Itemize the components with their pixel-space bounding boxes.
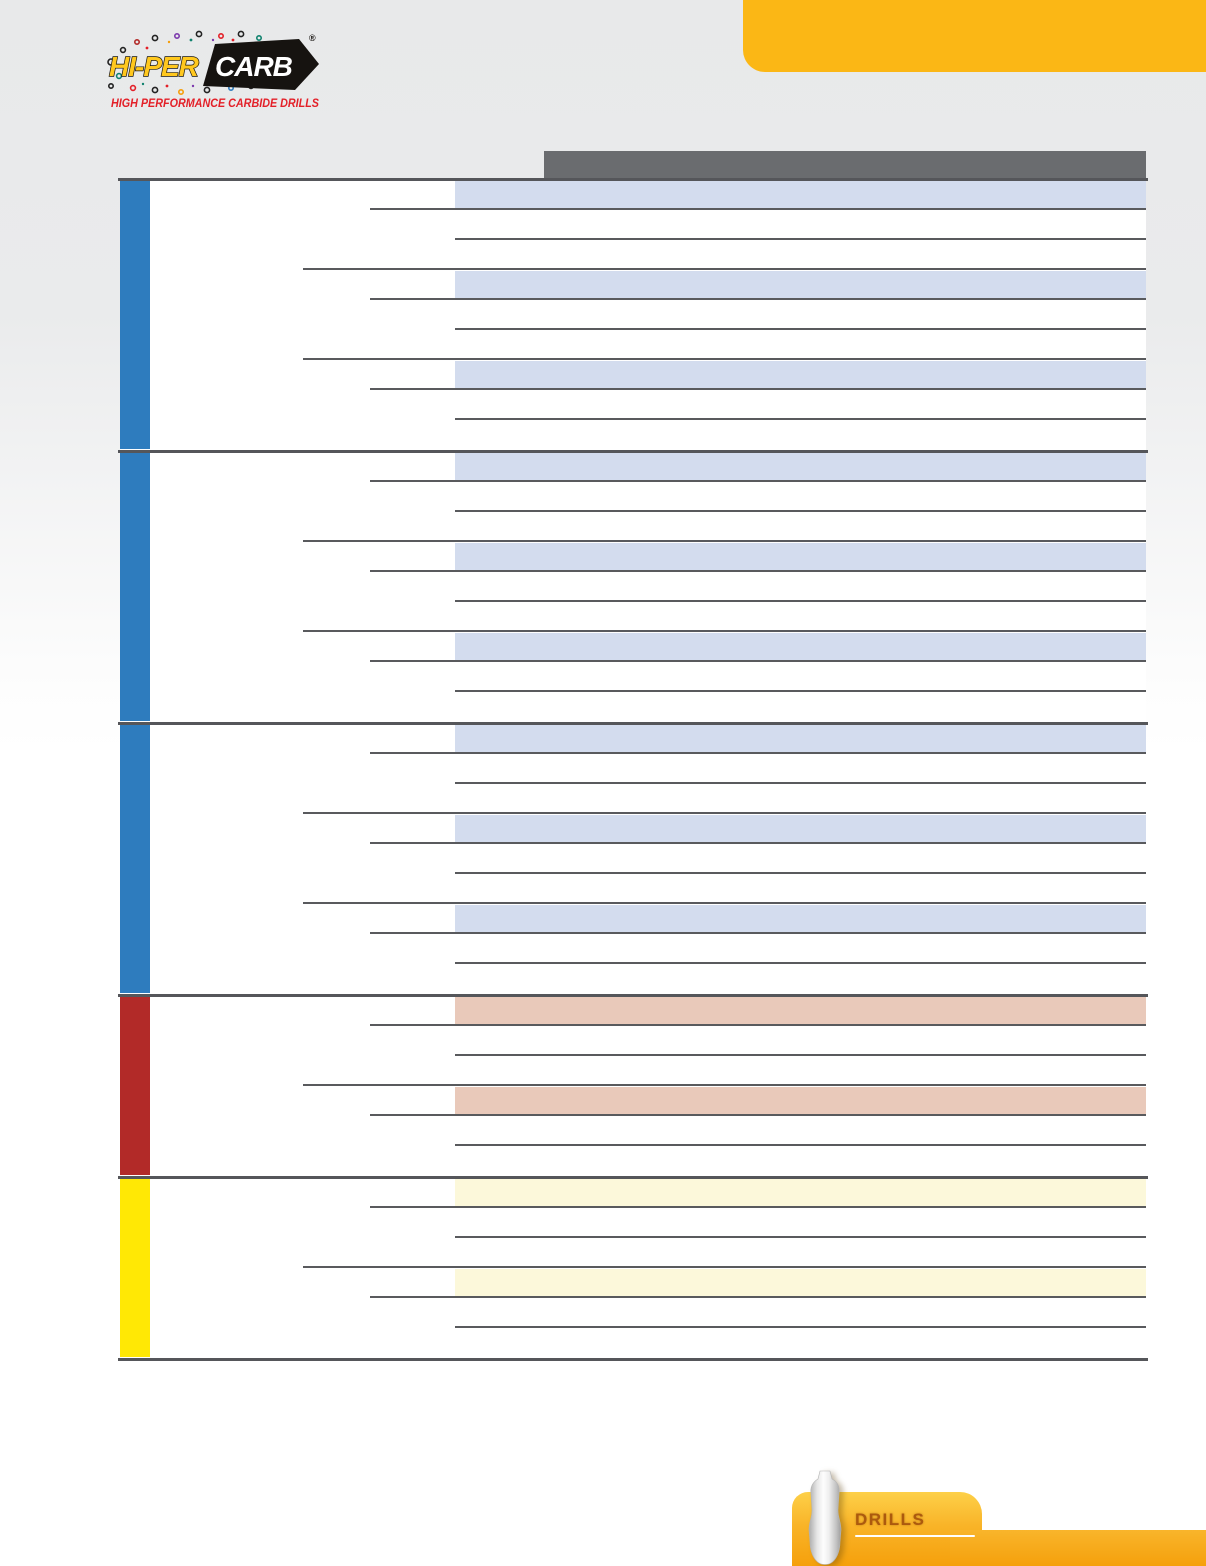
highlighted-row xyxy=(455,815,1146,842)
row-line xyxy=(370,388,1146,390)
row-line xyxy=(370,660,1146,662)
logo-tagline: HIGH PERFORMANCE CARBIDE DRILLS xyxy=(111,96,319,110)
subgroup-line xyxy=(303,540,1146,542)
row-line xyxy=(455,600,1146,602)
highlighted-row xyxy=(455,725,1146,752)
row-line xyxy=(455,962,1146,964)
highlighted-row xyxy=(455,181,1146,208)
row-line xyxy=(370,298,1146,300)
row-line xyxy=(455,510,1146,512)
logo-text-hiper: HI-PER xyxy=(109,51,200,82)
material-color-bar xyxy=(120,725,150,993)
subgroup-line xyxy=(303,358,1146,360)
highlighted-row xyxy=(455,997,1146,1024)
highlighted-row xyxy=(455,453,1146,480)
row-line xyxy=(455,872,1146,874)
highlighted-row xyxy=(455,1179,1146,1206)
material-color-bar xyxy=(120,1179,150,1357)
material-color-bar xyxy=(120,997,150,1175)
row-line xyxy=(455,1236,1146,1238)
material-color-bar xyxy=(120,181,150,449)
section-border-line xyxy=(118,178,1148,181)
section-border-line xyxy=(118,1176,1148,1179)
row-line xyxy=(370,1296,1146,1298)
logo-text-carb: CARB xyxy=(215,51,293,82)
logo-registered-mark: ® xyxy=(309,33,316,43)
row-line xyxy=(370,932,1146,934)
row-line xyxy=(455,1326,1146,1328)
subgroup-line xyxy=(303,630,1146,632)
section-border-line xyxy=(118,994,1148,997)
hipercarb-logo: ® HI-PER CARB HIGH PERFORMANCE CARBIDE D… xyxy=(103,28,327,118)
highlighted-row xyxy=(455,1269,1146,1296)
row-line xyxy=(455,328,1146,330)
table-skeleton xyxy=(118,178,1148,1361)
highlighted-row xyxy=(455,1087,1146,1114)
highlighted-row xyxy=(455,271,1146,298)
section-border-line xyxy=(118,1358,1148,1361)
row-line xyxy=(370,1206,1146,1208)
row-line xyxy=(455,418,1146,420)
drills-tab-strip xyxy=(950,1530,1206,1566)
logo-arrow-shape xyxy=(203,39,319,90)
highlighted-row xyxy=(455,633,1146,660)
subgroup-line xyxy=(303,1266,1146,1268)
drills-tab-label: DRILLS xyxy=(855,1510,926,1529)
row-line xyxy=(370,842,1146,844)
row-line xyxy=(370,1114,1146,1116)
drill-bit-icon xyxy=(808,1470,842,1565)
row-line xyxy=(455,690,1146,692)
drills-tab-underline xyxy=(855,1535,975,1537)
subgroup-line xyxy=(303,812,1146,814)
row-line xyxy=(370,480,1146,482)
row-line xyxy=(455,238,1146,240)
row-line xyxy=(455,1054,1146,1056)
row-line xyxy=(370,1024,1146,1026)
highlighted-row xyxy=(455,361,1146,388)
subgroup-line xyxy=(303,268,1146,270)
row-line xyxy=(370,752,1146,754)
paint-splatter-graphic: ® HI-PER CARB HIGH PERFORMANCE CARBIDE D… xyxy=(107,30,319,110)
subgroup-line xyxy=(303,1084,1146,1086)
section-border-line xyxy=(118,450,1148,453)
row-line xyxy=(370,570,1146,572)
material-color-bar xyxy=(120,453,150,721)
top-orange-tab xyxy=(743,0,1206,72)
row-line xyxy=(370,208,1146,210)
section-border-line xyxy=(118,722,1148,725)
highlighted-row xyxy=(455,543,1146,570)
table-header-bar xyxy=(544,151,1146,179)
row-line xyxy=(455,782,1146,784)
subgroup-line xyxy=(303,902,1146,904)
highlighted-row xyxy=(455,905,1146,932)
row-line xyxy=(455,1144,1146,1146)
